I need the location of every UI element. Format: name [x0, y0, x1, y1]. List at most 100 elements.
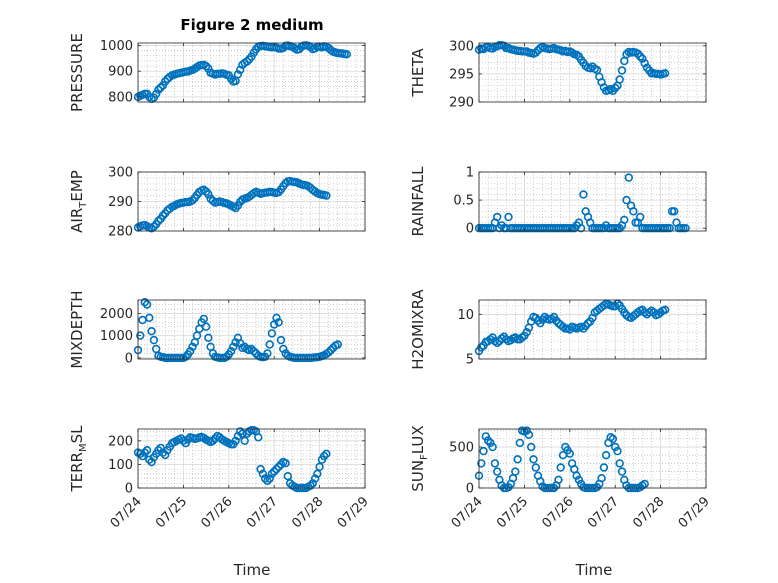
data-point — [479, 446, 488, 456]
data-point — [529, 455, 538, 464]
data-point — [635, 212, 645, 222]
data-point — [147, 457, 156, 467]
data-point — [613, 446, 622, 456]
data-point — [254, 433, 263, 442]
y-tick-label: 290 — [108, 195, 133, 210]
data-point — [572, 471, 581, 480]
y-axis-label: MIXDEPTH — [68, 290, 86, 368]
data-point — [256, 464, 265, 474]
data-point — [576, 224, 586, 233]
series-markers — [133, 298, 342, 363]
data-point — [531, 463, 540, 472]
axes-box — [478, 299, 707, 360]
data-point — [240, 436, 249, 445]
data-point — [326, 345, 336, 355]
data-point — [477, 343, 486, 352]
data-point — [554, 475, 563, 484]
data-point — [524, 430, 534, 439]
data-point — [522, 426, 531, 435]
panel-theta: 290 295 300 THETA — [409, 39, 707, 111]
data-point — [265, 340, 274, 349]
data-point — [493, 467, 502, 476]
data-point — [488, 442, 497, 452]
panel-air_temp: 280 290 300 AIRTEMP — [68, 166, 366, 240]
data-point — [145, 92, 154, 102]
data-point — [149, 222, 159, 231]
data-point — [149, 335, 159, 345]
data-point — [308, 479, 317, 488]
data-point — [640, 479, 649, 489]
axes-box — [478, 428, 707, 489]
data-point — [270, 467, 279, 476]
y-tick-label: 0 — [466, 482, 474, 497]
series-markers — [133, 41, 351, 104]
data-point — [579, 190, 588, 199]
data-point — [272, 464, 281, 474]
data-point — [276, 335, 286, 345]
data-point — [640, 58, 649, 68]
data-point — [486, 438, 495, 448]
data-point — [306, 481, 315, 490]
data-point — [283, 472, 292, 481]
data-point — [660, 305, 670, 314]
y-axis-label: SUNFLUX — [409, 425, 430, 491]
plot-area — [138, 429, 365, 488]
data-point — [204, 333, 213, 342]
y-tick-label: 300 — [108, 166, 133, 181]
y-axis-label: PRESSURE — [68, 33, 86, 112]
data-point — [515, 438, 525, 448]
data-point — [620, 215, 629, 225]
data-point — [145, 313, 154, 322]
data-point — [258, 469, 268, 478]
data-point — [610, 83, 620, 93]
data-point — [310, 474, 320, 483]
data-point — [513, 455, 522, 464]
data-point — [617, 467, 627, 476]
data-point — [531, 48, 540, 57]
data-point — [319, 451, 329, 461]
data-point — [156, 83, 165, 92]
data-point — [181, 352, 190, 361]
data-point — [322, 449, 331, 458]
series-markers — [474, 40, 670, 96]
data-point — [136, 449, 145, 458]
data-point — [313, 469, 322, 478]
data-point — [279, 344, 288, 354]
data-point — [615, 459, 624, 468]
y-tick-label: 800 — [108, 90, 133, 105]
y-tick-label: 290 — [449, 96, 474, 111]
data-point — [204, 190, 213, 199]
data-point — [247, 344, 256, 354]
series-markers — [474, 173, 690, 233]
y-tick-label: 0 — [466, 222, 474, 237]
y-tick-label: 1000 — [100, 39, 133, 54]
data-point — [179, 436, 188, 445]
data-point — [208, 436, 218, 445]
figure-title: Figure 2 medium — [180, 16, 323, 34]
data-point — [522, 328, 531, 337]
data-point — [324, 348, 333, 357]
data-point — [145, 455, 154, 464]
data-point — [233, 431, 243, 441]
y-axis-label: AIRTEMP — [68, 170, 89, 233]
data-point — [154, 85, 163, 94]
data-point — [624, 173, 633, 182]
data-point — [556, 463, 565, 472]
y-tick-label: 0 — [125, 482, 133, 497]
data-point — [140, 448, 150, 457]
data-point — [152, 89, 161, 99]
y-tick-label: 500 — [449, 441, 474, 456]
data-point — [322, 191, 331, 200]
y-tick-label: 0.5 — [453, 194, 474, 209]
data-point — [281, 459, 290, 468]
data-point — [635, 52, 645, 61]
data-point — [315, 462, 324, 471]
y-tick-label: 1 — [466, 166, 474, 181]
series-markers — [133, 176, 331, 233]
data-point — [276, 460, 286, 469]
axes-box — [137, 428, 366, 489]
data-point — [188, 342, 197, 351]
data-point — [669, 207, 679, 216]
data-point — [222, 352, 231, 361]
data-point — [597, 474, 606, 483]
